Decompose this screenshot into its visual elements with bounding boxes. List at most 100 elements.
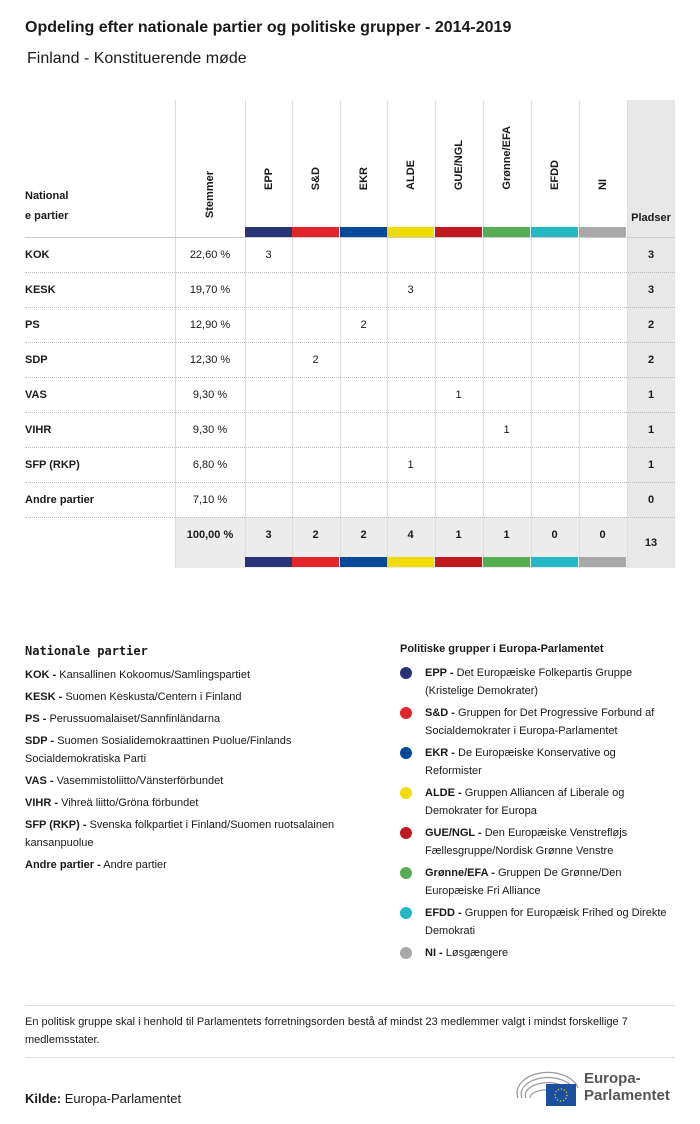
group-color-bar: [579, 557, 626, 567]
national-legend-item: SFP (RKP) - Svenska folkpartiet i Finlan…: [25, 816, 375, 852]
seats-column-bg: [627, 100, 675, 568]
seat-cell: [292, 377, 339, 412]
group-color-bar: [387, 227, 434, 237]
group-header-label: EPP: [262, 167, 275, 190]
party-abbr: KESK -: [25, 691, 63, 703]
seat-cell: [483, 272, 530, 307]
seats-total: 2: [647, 318, 655, 331]
group-abbr: Grønne/EFA -: [425, 867, 495, 879]
seat-cell: [245, 377, 292, 412]
seat-cell: [483, 377, 530, 412]
group-color-bar: [435, 557, 482, 567]
national-legend-item: Andre partier - Andre partier: [25, 856, 375, 874]
column-divider: [340, 100, 341, 568]
groups-legend-title: Politiske grupper i Europa-Parlamentet: [400, 643, 604, 655]
seat-cell: [435, 307, 482, 342]
national-parties-legend: Nationale partier KOK - Kansallinen Koko…: [25, 642, 375, 878]
national-legend-item: PS - Perussuomalaiset/Sannfinländarna: [25, 710, 375, 728]
party-full-name: Andre partier: [103, 859, 167, 871]
group-color-bar: [340, 227, 387, 237]
row-separator: [25, 517, 675, 518]
group-header: EKR: [340, 110, 387, 190]
group-color-bar: [435, 227, 482, 237]
group-total: 2: [360, 528, 367, 541]
group-full-name: Gruppen for Europæisk Frihed og Direkte …: [425, 907, 667, 937]
seat-cell: [483, 307, 530, 342]
group-header-label: EKR: [357, 166, 370, 190]
column-divider: [175, 100, 176, 568]
group-total: 2: [312, 528, 319, 541]
seat-cell: [579, 342, 626, 377]
seat-cell: 2: [312, 353, 319, 366]
party-abbr: Andre partier -: [25, 859, 101, 871]
group-color-bar: [531, 227, 578, 237]
group-legend-item: GUE/NGL - Den Europæiske Venstrefløjs Fæ…: [400, 824, 675, 860]
party-full-name: Suomen Keskusta/Centern i Finland: [65, 691, 242, 703]
group-full-name: Det Europæiske Folkepartis Gruppe (Krist…: [425, 667, 633, 697]
group-color-dot: [400, 707, 412, 719]
seat-cell: [340, 272, 387, 307]
seat-cell: [292, 237, 339, 272]
party-abbr: PS -: [25, 713, 47, 725]
seats-header: Pladser: [631, 212, 671, 224]
party-name: VAS: [25, 388, 47, 401]
group-header-label: ALDE: [404, 160, 417, 190]
party-name: PS: [25, 318, 40, 331]
column-divider: [483, 100, 484, 568]
seat-cell: [531, 237, 578, 272]
party-full-name: Vasemmistoliitto/Vänsterförbundet: [56, 775, 224, 787]
group-color-dot: [400, 947, 412, 959]
group-color-dot: [400, 667, 412, 679]
party-full-name: Kansallinen Kokoomus/Samlingspartiet: [59, 669, 251, 681]
vote-share: 9,30 %: [192, 388, 228, 401]
party-abbr: KOK -: [25, 669, 57, 681]
seats-grand-total: 13: [644, 536, 658, 549]
group-abbr: EFDD -: [425, 907, 462, 919]
seat-cell: [531, 482, 578, 517]
vote-share: 9,30 %: [192, 423, 228, 436]
seat-cell: [483, 237, 530, 272]
seat-cell: [292, 482, 339, 517]
national-legend-item: SDP - Suomen Sosialidemokraattinen Puolu…: [25, 732, 375, 768]
group-total: 3: [265, 528, 272, 541]
column-divider: [387, 100, 388, 568]
seat-cell: [292, 447, 339, 482]
party-abbr: VAS -: [25, 775, 54, 787]
seats-total: 3: [647, 283, 655, 296]
party-full-name: Suomen Sosialidemokraattinen Puolue/Finl…: [25, 735, 292, 765]
group-total: 4: [407, 528, 414, 541]
group-legend-item: EPP - Det Europæiske Folkepartis Gruppe …: [400, 664, 675, 700]
seat-cell: [340, 447, 387, 482]
group-header: S&D: [292, 110, 339, 190]
seat-cell: [435, 272, 482, 307]
party-name: KOK: [25, 248, 50, 261]
column-divider: [531, 100, 532, 568]
seat-cell: [435, 412, 482, 447]
seat-cell: [387, 237, 434, 272]
group-abbr: S&D -: [425, 707, 455, 719]
row-separator: [25, 342, 675, 343]
party-full-name: Perussuomalaiset/Sannfinländarna: [49, 713, 221, 725]
source-value: Europa-Parlamentet: [64, 1091, 182, 1106]
party-abbr: VIHR -: [25, 797, 58, 809]
seat-cell: 1: [503, 423, 510, 436]
vote-share: 12,90 %: [189, 318, 231, 331]
vote-share: 22,60 %: [189, 248, 231, 261]
group-legend-item: EKR - De Europæiske Konservative og Refo…: [400, 744, 675, 780]
seat-cell: [483, 342, 530, 377]
votes-header: Stemmer: [175, 108, 245, 218]
footnote: En politisk gruppe skal i henhold til Pa…: [25, 1016, 628, 1046]
seat-cell: [387, 342, 434, 377]
seat-cell: [292, 272, 339, 307]
page-subtitle: Finland - Konstituerende møde: [27, 50, 247, 67]
column-divider: [292, 100, 293, 568]
seat-cell: [435, 447, 482, 482]
group-header-label: EFDD: [548, 160, 561, 190]
column-divider: [579, 100, 580, 568]
seat-cell: [245, 447, 292, 482]
seat-cell: [483, 447, 530, 482]
seat-cell: [292, 412, 339, 447]
party-abbr: SFP (RKP) -: [25, 819, 87, 831]
group-full-name: Gruppen Alliancen af Liberale og Demokra…: [425, 787, 625, 817]
seat-cell: [579, 482, 626, 517]
